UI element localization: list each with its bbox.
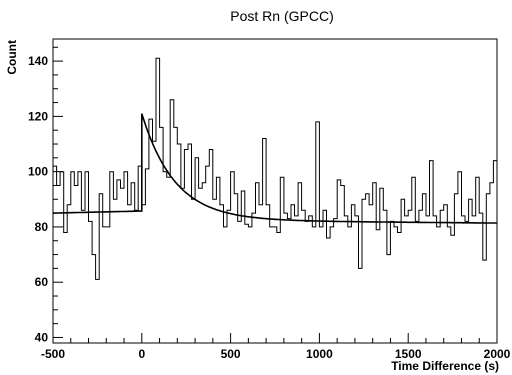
x-axis-title: Time Difference (s) — [391, 359, 499, 373]
fit-curve-series — [53, 113, 498, 224]
histogram-step-line — [53, 57, 497, 280]
fit-curve-line — [53, 113, 498, 224]
y-axis: 40 60 80 100 120 140 — [28, 46, 63, 344]
y-tick-label: 120 — [28, 109, 48, 123]
x-tick-label: -500 — [41, 347, 65, 361]
y-axis-title: Count — [5, 40, 19, 75]
x-axis: -500 0 500 1000 1500 2000 — [41, 333, 511, 361]
histogram-series — [53, 57, 497, 280]
x-tick-label: 2000 — [484, 347, 511, 361]
plot-frame — [52, 38, 498, 344]
y-tick-label: 80 — [35, 220, 49, 234]
x-tick-label: 0 — [138, 347, 145, 361]
x-tick-label: 1000 — [306, 347, 333, 361]
x-tick-label: 1500 — [395, 347, 422, 361]
y-tick-label: 100 — [28, 165, 48, 179]
x-tick-label: 500 — [221, 347, 241, 361]
y-tick-label: 60 — [35, 275, 49, 289]
y-tick-label: 40 — [35, 330, 49, 344]
y-tick-label: 140 — [28, 54, 48, 68]
chart-title: Post Rn (GPCC) — [230, 8, 333, 24]
